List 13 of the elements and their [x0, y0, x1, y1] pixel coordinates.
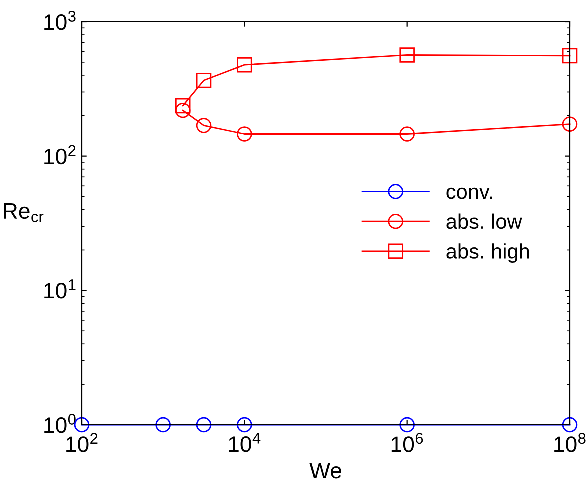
x-tick-label: 10$^{8}$: [554, 433, 586, 452]
y-tick-label: 10$^{0}$: [44, 414, 76, 434]
legend-label: conv.: [446, 188, 492, 200]
legend-label: abs. high: [446, 244, 530, 264]
y-axis-title: Re$_{cr}$: [4, 204, 44, 223]
legend-label: abs. low: [446, 214, 522, 230]
y-tick-label: 10$^{3}$: [44, 10, 76, 30]
y-tick-label: 10$^{2}$: [44, 145, 76, 165]
x-tick-label: 10$^{6}$: [392, 433, 424, 452]
x-tick-label: 10$^{4}$: [229, 433, 261, 452]
x-axis-title: We: [310, 463, 342, 479]
y-tick-label: 10$^{1}$: [44, 280, 76, 299]
x-tick-label: 10$^{2}$: [66, 433, 98, 452]
